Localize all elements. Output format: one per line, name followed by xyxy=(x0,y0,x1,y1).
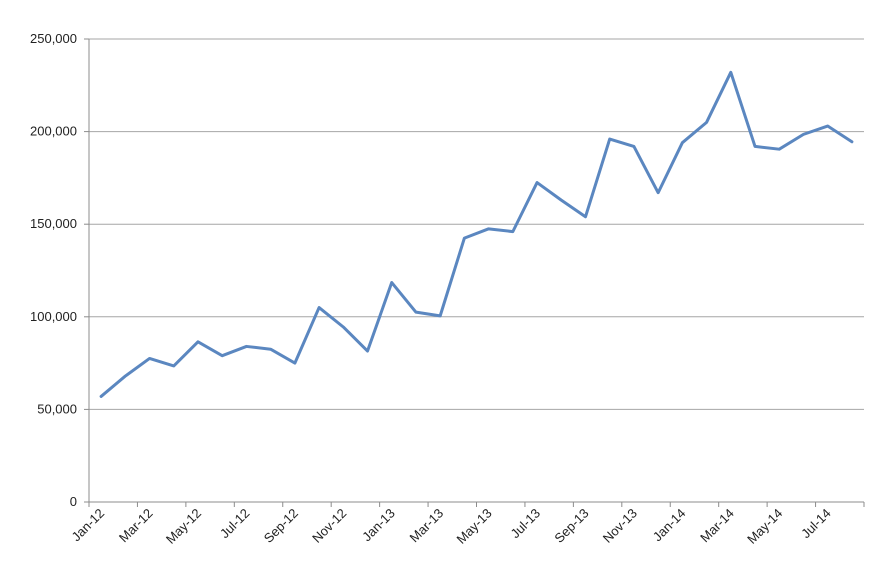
x-tick-label: Nov-13 xyxy=(600,506,640,546)
x-tick-label: Mar-13 xyxy=(407,506,447,546)
x-tick-label: May-14 xyxy=(744,506,785,547)
x-tick-label: Jul-13 xyxy=(508,506,544,542)
y-tick-label: 250,000 xyxy=(30,31,77,46)
x-tick-label: Mar-14 xyxy=(697,506,737,546)
x-tick-label: Jul-12 xyxy=(217,506,253,542)
x-tick-label: May-13 xyxy=(453,506,494,547)
series-line xyxy=(99,70,854,398)
x-tick-label: Jan-12 xyxy=(69,506,108,545)
x-axis-ticks: Jan-12 Mar-12 May-12 Jul-12 Sep-12 Nov-12 Jan-… xyxy=(69,502,865,547)
y-tick-label: 150,000 xyxy=(30,216,77,231)
y-tick-label: 50,000 xyxy=(37,401,77,416)
y-axis-ticks: 0 50,000 100,000 150,000 200,000 250,000 xyxy=(30,31,89,509)
series-group xyxy=(99,70,854,398)
x-tick-label: May-12 xyxy=(163,506,204,547)
x-tick-label: Jan-13 xyxy=(359,506,398,545)
y-tick-label: 0 xyxy=(70,494,77,509)
x-tick-label: Jul-14 xyxy=(798,506,834,542)
x-tick-label: Nov-12 xyxy=(309,506,349,546)
axes xyxy=(88,39,864,503)
y-tick-label: 100,000 xyxy=(30,309,77,324)
y-tick-label: 200,000 xyxy=(30,124,77,139)
gridlines xyxy=(89,38,864,410)
x-tick-label: Mar-12 xyxy=(116,506,156,546)
x-tick-label: Jan-14 xyxy=(650,506,689,545)
x-tick-label: Sep-12 xyxy=(261,506,301,546)
x-tick-label: Sep-13 xyxy=(551,506,591,546)
